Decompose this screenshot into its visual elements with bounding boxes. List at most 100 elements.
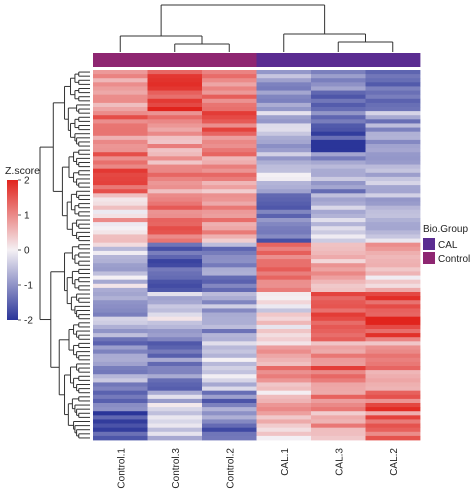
heatmap-cell [147,185,203,190]
heatmap-cell [147,312,203,318]
heatmap-cell [365,168,421,174]
heatmap-cell [147,316,203,322]
heatmap-cell [147,250,203,256]
heatmap-cell [256,390,312,396]
heatmap-cell [256,394,312,400]
heatmap-cell [202,255,257,260]
heatmap-cell [256,255,312,260]
heatmap-cell [147,119,203,124]
heatmap-cell [93,156,148,161]
heatmap-cell [93,398,148,404]
heatmap-cell [256,246,312,252]
heatmap-cell [256,193,312,198]
heatmap-cell [93,345,148,350]
heatmap-cell [256,156,312,161]
heatmap-cell [311,242,366,248]
heatmap-cell [311,271,366,276]
heatmap-cell [147,263,203,268]
heatmap-cell [202,94,257,100]
heatmap-cell [311,370,366,375]
heatmap-cell [93,300,148,305]
heatmap-cell [202,296,257,301]
heatmap-cell [147,218,203,223]
heatmap-cell [147,82,203,87]
heatmap-cell [93,148,148,153]
heatmap-cell [93,98,148,104]
heatmap-cell [93,111,148,116]
heatmap-cell [256,111,312,116]
heatmap-cell [147,431,203,437]
heatmap-cell [147,193,203,198]
heatmap-cell [202,259,257,264]
heatmap-cell [202,86,257,91]
heatmap-cell [147,213,203,219]
heatmap-cell [365,341,421,346]
heatmap-cell [365,119,421,124]
heatmap-cell [365,329,421,334]
heatmap-cell [93,271,148,276]
heatmap-cell [202,341,257,346]
heatmap-cell [311,435,366,441]
heatmap-cell [256,403,312,408]
heatmap-cell [365,337,421,342]
heatmap-cell [202,144,257,149]
heatmap-cell [365,357,421,363]
heatmap-cell [311,329,366,334]
heatmap-cell [202,279,257,285]
heatmap-cell [93,304,148,309]
heatmap-cell [202,189,257,194]
heatmap-cell [93,86,148,91]
heatmap-cell [365,250,421,256]
heatmap-cell [311,341,366,346]
heatmap-cell [311,98,366,104]
heatmap-cell [311,226,366,231]
heatmap-cell [202,386,257,392]
heatmap-cell [256,411,312,416]
heatmap-cell [365,279,421,285]
heatmap-cell [202,435,257,441]
heatmap-cell [147,423,203,429]
heatmap-cell [311,86,366,91]
heatmap-cell [202,218,257,223]
heatmap-cell [365,312,421,318]
heatmap-cell [147,427,203,433]
heatmap-cell [311,324,366,330]
heatmap-cell [256,119,312,124]
heatmap-cell [256,123,312,128]
heatmap-cell [311,267,366,272]
heatmap-cell [147,349,203,355]
heatmap-cell [93,390,148,396]
heatmap-cell [256,366,312,371]
heatmap-cell [365,90,421,96]
heatmap-cell [202,164,257,170]
heatmap-cell [365,320,421,326]
heatmap-cell [147,390,203,396]
heatmap-cell [311,361,366,367]
heatmap-cell [202,329,257,334]
heatmap-cell [256,407,312,412]
heatmap-cell [93,312,148,318]
heatmap-cell [365,172,421,178]
annotation-cell [311,53,366,67]
heatmap-cell [311,102,366,108]
heatmap-cell [311,296,366,301]
heatmap-cell [202,349,257,355]
heatmap-cell [93,407,148,412]
heatmap-cell [93,193,148,198]
heatmap-cell [365,390,421,396]
heatmap-cell [93,431,148,437]
heatmap-cell [147,148,203,153]
column-label: Control.1 [116,448,127,489]
heatmap-cell [147,255,203,260]
legend-swatch [423,252,435,264]
heatmap-cell [311,148,366,153]
heatmap-cell [93,308,148,313]
heatmap-cell [256,222,312,227]
heatmap-cell [147,246,203,252]
heatmap-cell [147,407,203,412]
heatmap-cell [147,86,203,91]
colorbar-title: Z.score [5,165,40,177]
heatmap-cell [311,292,366,297]
heatmap-cell [93,181,148,186]
heatmap-cell [202,197,257,202]
